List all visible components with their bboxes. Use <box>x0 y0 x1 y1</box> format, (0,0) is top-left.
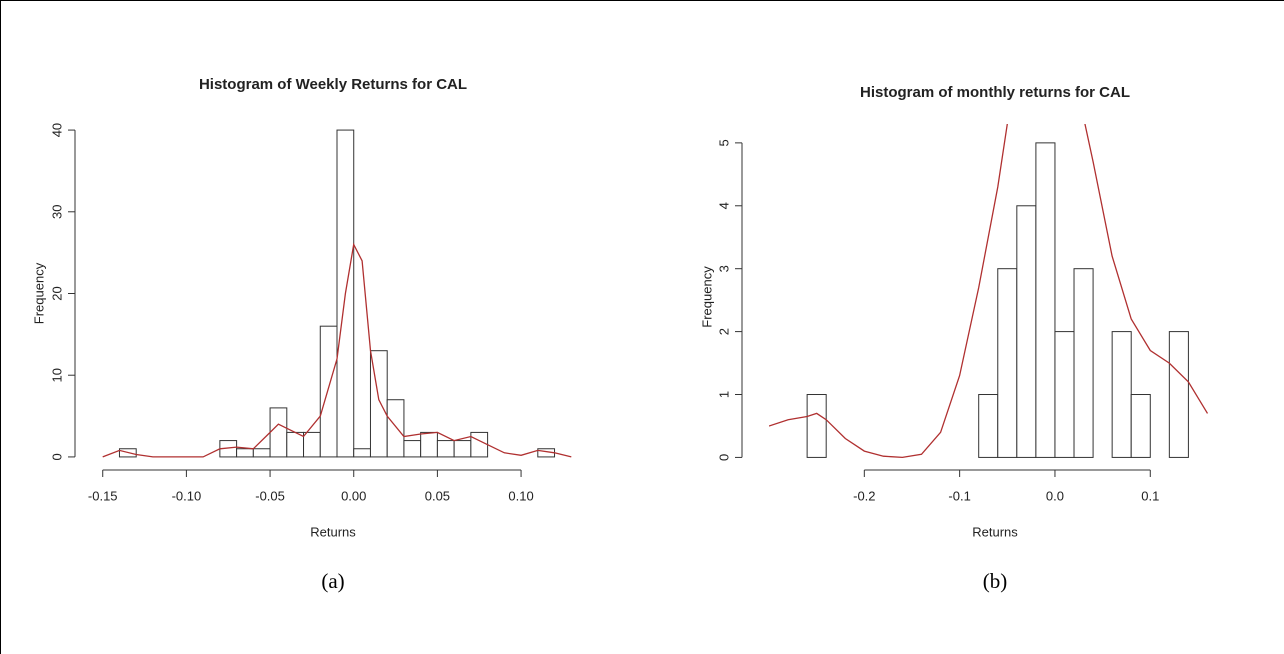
chart-title: Histogram of monthly returns for CAL <box>860 84 1130 101</box>
x-tick-label: -0.2 <box>853 488 875 503</box>
x-tick-label: 0.0 <box>1046 488 1064 503</box>
y-tick-label: 2 <box>716 328 731 335</box>
bar <box>270 408 287 457</box>
bar <box>471 432 488 457</box>
bar <box>1074 269 1093 458</box>
y-tick-label: 30 <box>49 205 64 219</box>
x-tick-label: -0.15 <box>88 488 118 503</box>
bar <box>237 449 254 457</box>
y-tick-label: 10 <box>49 368 64 382</box>
bar <box>979 395 998 458</box>
x-axis-label: Returns <box>972 524 1018 539</box>
bar <box>998 269 1017 458</box>
bar <box>1055 332 1074 458</box>
figure: Histogram of Weekly Returns for CAL Retur… <box>0 0 1284 654</box>
bar <box>1131 395 1150 458</box>
y-tick-label: 20 <box>49 286 64 300</box>
x-tick-label: 0.10 <box>508 488 533 503</box>
caption: (a) <box>321 569 344 593</box>
bar <box>807 395 826 458</box>
y-tick-label: 1 <box>716 391 731 398</box>
y-axis-label: Frequency <box>31 262 46 324</box>
caption: (b) <box>983 569 1008 593</box>
bar <box>354 449 371 457</box>
bar <box>304 432 321 457</box>
y-tick-label: 5 <box>716 139 731 146</box>
bar <box>421 432 438 457</box>
plot: Histogram of monthly returns for CAL Retu… <box>699 0 1207 593</box>
bar <box>253 449 270 457</box>
bar <box>454 441 471 457</box>
bar <box>287 432 304 457</box>
bar <box>1017 206 1036 458</box>
x-axis-label: Returns <box>310 524 356 539</box>
bar <box>1169 332 1188 458</box>
y-tick-label: 0 <box>49 453 64 460</box>
chart-title: Histogram of Weekly Returns for CAL <box>199 76 467 93</box>
bar <box>320 326 337 457</box>
density-curve <box>769 0 1208 457</box>
y-tick-label: 3 <box>716 265 731 272</box>
bar <box>1036 143 1055 458</box>
y-axis-label: Frequency <box>699 266 714 328</box>
bar <box>387 400 404 457</box>
x-tick-label: 0.1 <box>1141 488 1159 503</box>
bar <box>404 441 421 457</box>
plot: Histogram of Weekly Returns for CAL Retur… <box>31 76 571 593</box>
x-tick-label: -0.1 <box>948 488 970 503</box>
y-tick-label: 4 <box>716 202 731 209</box>
x-tick-label: 0.05 <box>425 488 450 503</box>
x-tick-label: 0.00 <box>341 488 366 503</box>
bar <box>437 441 454 457</box>
x-tick-label: -0.10 <box>172 488 202 503</box>
bar <box>1112 332 1131 458</box>
y-tick-label: 0 <box>716 454 731 461</box>
x-tick-label: -0.05 <box>255 488 285 503</box>
y-tick-label: 40 <box>49 123 64 137</box>
